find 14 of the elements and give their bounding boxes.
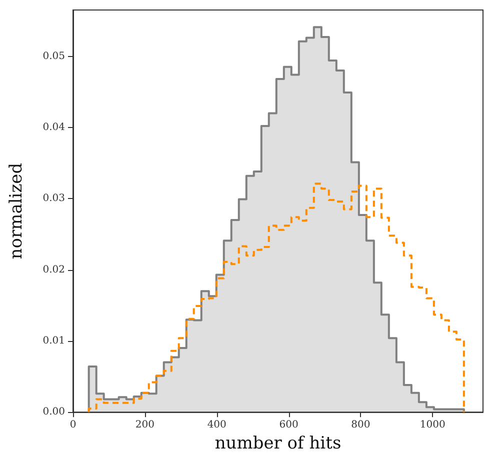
x-tick-label: 200 (135, 420, 154, 431)
y-tick-label: 0.01 (42, 335, 65, 346)
x-tick-label: 600 (279, 420, 298, 431)
y-tick-label: 0.00 (42, 406, 65, 418)
y-tick-label: 0.04 (42, 122, 65, 133)
y-tick-label: 0.05 (42, 50, 65, 62)
x-tick-label: 800 (351, 420, 370, 431)
x-tick-label: 400 (207, 420, 226, 431)
x-axis-title: number of hits (214, 434, 342, 454)
x-tick-label: 1000 (420, 420, 446, 431)
x-tick-label: 0 (70, 420, 76, 431)
y-axis-title: normalized (6, 162, 26, 260)
y-tick-label: 0.03 (42, 193, 65, 204)
y-tick-label: 0.02 (42, 264, 65, 276)
